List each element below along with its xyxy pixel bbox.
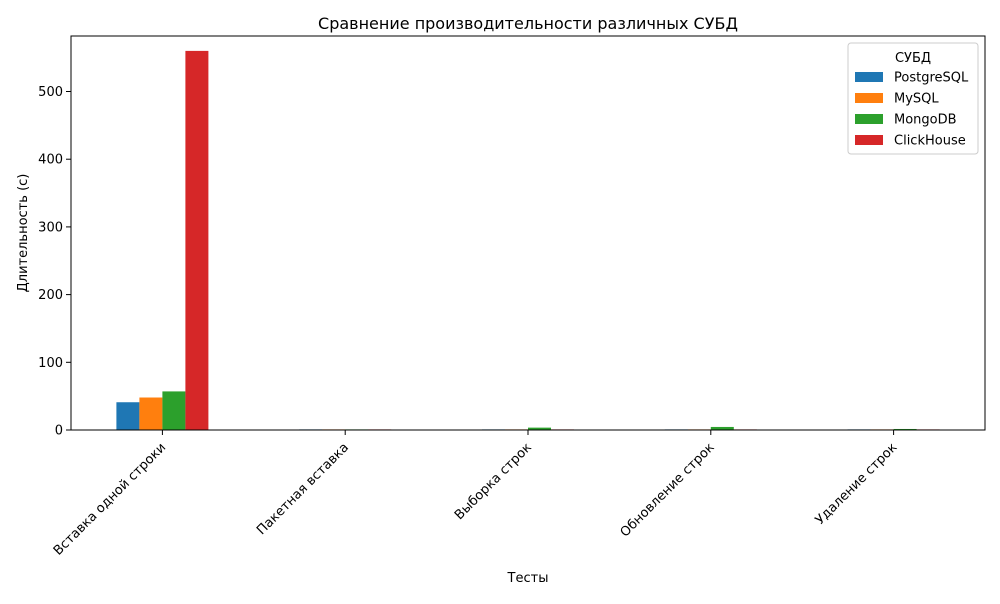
y-tick-label: 100 (38, 356, 63, 371)
legend-items: PostgreSQL MySQL MongoDB ClickHouse (855, 71, 969, 149)
legend-label-postgresql: PostgreSQL (894, 71, 969, 86)
y-tick-label: 500 (38, 85, 63, 100)
bar-mongodb-2 (528, 427, 551, 430)
legend-label-mongodb: MongoDB (894, 113, 957, 128)
legend-title: СУБД (895, 51, 931, 66)
legend-swatch-mysql (855, 93, 883, 103)
bar-mongodb-4 (893, 428, 917, 430)
legend-swatch-postgresql (855, 72, 883, 82)
y-tick-label: 0 (55, 424, 63, 439)
y-axis-ticks: 0 100 200 300 400 500 (38, 85, 71, 439)
y-tick-label: 400 (38, 153, 63, 168)
legend-label-clickhouse: ClickHouse (894, 134, 966, 149)
bar-postgresql-0 (116, 402, 140, 430)
bars-layer (116, 50, 940, 430)
bar-mysql-0 (139, 397, 163, 430)
legend-swatch-mongodb (855, 114, 883, 124)
legend-box (847, 42, 979, 155)
y-tick-label: 200 (38, 288, 63, 303)
bar-mongodb-0 (162, 391, 186, 430)
legend-swatch-clickhouse (855, 135, 883, 145)
legend: СУБД PostgreSQL MySQL MongoDB ClickHouse (847, 42, 979, 155)
bar-mongodb-3 (710, 426, 734, 430)
chart-title: Сравнение производительности различных С… (318, 14, 738, 33)
plot-frame (70, 35, 986, 431)
legend-label-mysql: MySQL (894, 92, 939, 107)
plot-background (71, 36, 985, 430)
bar-clickhouse-0 (185, 50, 209, 430)
y-axis-label: Длительность (с) (16, 174, 31, 293)
y-tick-label: 300 (38, 220, 63, 235)
x-axis-label: Тесты (507, 571, 549, 586)
